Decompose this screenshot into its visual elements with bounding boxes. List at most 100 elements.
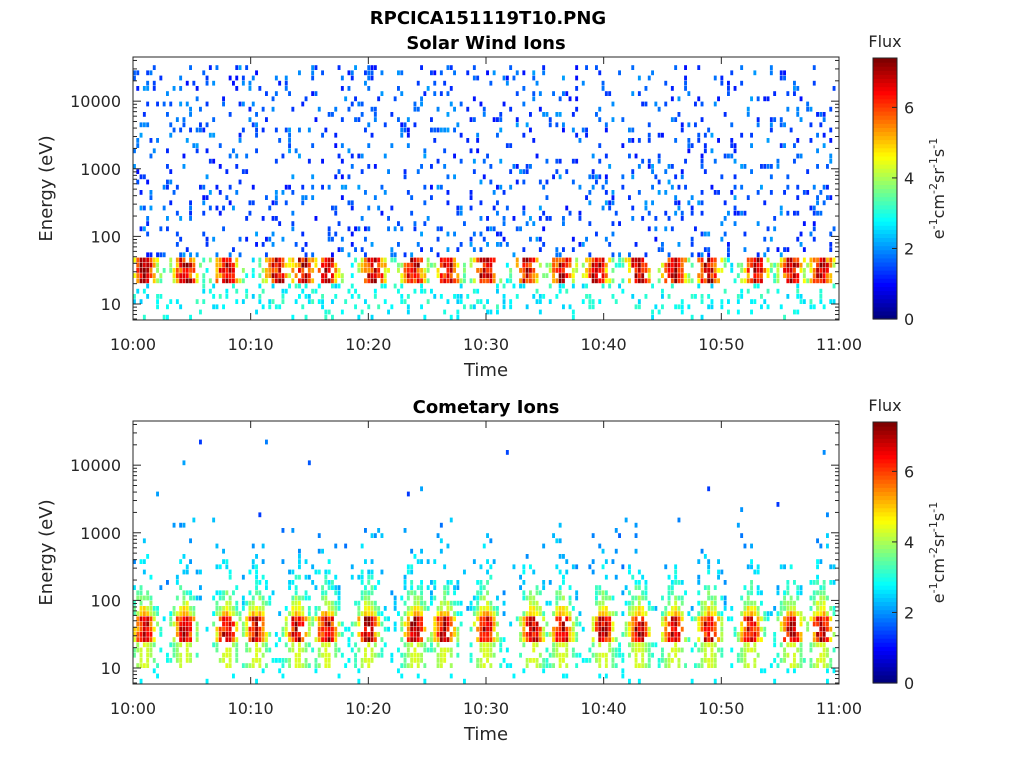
heat-cell [185,616,189,622]
heat-cell [674,174,678,180]
heat-cell [136,647,140,653]
heat-cell [637,595,641,601]
heat-cell [786,600,790,606]
heat-cell [611,595,615,601]
heat-cell [720,221,724,226]
heat-cell [255,590,258,596]
heat-cell [687,304,691,310]
heat-cell [321,616,324,622]
heat-cell [641,273,645,278]
heat-cell [812,663,816,668]
heat-cell [195,652,199,658]
heat-cell [298,70,301,76]
heat-cell [651,164,654,169]
heat-cell [826,652,829,658]
heat-cell [558,283,562,289]
heat-cell [463,221,466,226]
heat-cell [340,309,344,315]
heat-cell [641,616,645,622]
heat-cell [766,611,770,616]
heat-cell [294,242,298,247]
heat-cell [832,668,836,674]
heat-cell [459,210,463,216]
heat-cell [364,127,367,133]
heat-cell [364,226,367,232]
heat-cell [628,278,631,284]
heat-cell [707,642,711,648]
heat-cell [294,585,298,590]
heat-cell [238,278,242,284]
heat-cell [241,621,245,627]
heat-cell [482,595,486,601]
heat-cell [608,205,612,211]
heat-cell [522,210,526,216]
heat-cell [199,122,202,128]
heat-cell [568,304,572,310]
heat-cell [568,210,572,216]
colorbar-step [873,188,897,194]
heat-cell [218,637,222,642]
heat-cell [733,86,737,91]
heat-cell [558,257,562,263]
heat-cell [334,600,338,606]
heat-cell [367,65,371,70]
heat-cell [644,294,648,299]
heat-cell [588,262,592,268]
heat-cell [241,278,245,284]
heat-cell [746,268,750,273]
heat-cell [703,132,707,138]
heat-cell [522,626,526,632]
colorbar-step [873,278,897,283]
heat-cell [763,236,767,242]
heat-cell [703,148,707,154]
heat-cell [591,184,595,190]
heat-cell [393,621,397,627]
colorbar-step [873,662,897,668]
heat-cell [680,210,684,216]
heat-cell [802,299,806,304]
heat-cell [301,200,305,206]
heat-cell [152,606,156,611]
heat-cell [690,314,694,320]
heat-cell [350,101,354,107]
heat-cell [651,652,654,658]
heat-cell [756,632,760,637]
heat-cell [225,590,229,596]
heat-cell [416,278,420,284]
heat-cell [426,268,430,273]
heat-cell [733,278,737,284]
x-tick-label: 10:00 [110,699,156,718]
heat-cell [324,257,328,263]
heat-cell [255,637,258,642]
heat-cell [624,257,628,263]
heat-cell [373,585,377,590]
heat-cell [816,580,819,585]
heat-cell [631,294,635,299]
heat-cell [697,600,701,606]
heat-cell [373,257,377,263]
heat-cell [769,122,773,128]
heat-cell [146,283,150,289]
heat-cell [291,595,295,601]
heat-cell [763,268,767,273]
heat-cell [489,226,493,232]
heat-cell [314,257,318,263]
heat-cell [753,299,757,304]
heat-cell [380,652,384,658]
heat-cell [228,574,232,580]
heat-cell [796,288,800,294]
heat-cell [354,117,357,122]
heat-cell [680,216,684,221]
heat-cell [677,632,681,637]
heat-cell [697,200,701,206]
heat-cell [133,70,136,76]
heat-cell [156,621,159,627]
heat-cell [499,278,503,284]
colorbar-step [873,479,897,484]
heat-cell [558,273,562,278]
heat-cell [482,112,486,117]
heat-cell [796,309,800,315]
heat-cell [410,252,414,258]
heat-cell [680,595,684,601]
heat-cell [373,106,377,112]
